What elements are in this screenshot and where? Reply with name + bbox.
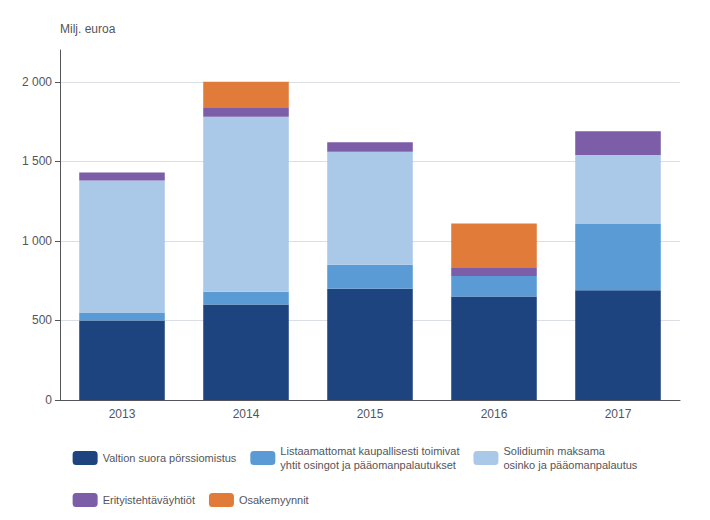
- svg-text:0: 0: [45, 393, 52, 407]
- svg-text:2 000: 2 000: [22, 75, 52, 89]
- svg-text:1 000: 1 000: [22, 234, 52, 248]
- svg-text:2013: 2013: [109, 407, 136, 421]
- svg-text:500: 500: [32, 313, 52, 327]
- svg-text:Erityistehtäväyhtiöt: Erityistehtäväyhtiöt: [103, 494, 195, 506]
- svg-text:Valtion suora pörssiomistus: Valtion suora pörssiomistus: [103, 452, 237, 464]
- svg-text:2014: 2014: [233, 407, 260, 421]
- svg-text:Milj. euroa: Milj. euroa: [60, 22, 116, 36]
- svg-text:yhtit osingot ja pääomanpalaut: yhtit osingot ja pääomanpalautukset: [280, 459, 456, 471]
- svg-text:Solidiumin maksama: Solidiumin maksama: [503, 445, 605, 457]
- svg-text:2017: 2017: [605, 407, 632, 421]
- svg-text:2015: 2015: [357, 407, 384, 421]
- svg-text:Listaamattomat kaupallisesti t: Listaamattomat kaupallisesti toimivat: [280, 445, 459, 457]
- svg-text:1 500: 1 500: [22, 154, 52, 168]
- svg-text:2016: 2016: [481, 407, 508, 421]
- svg-text:Osakemyynnit: Osakemyynnit: [239, 494, 309, 506]
- svg-text:osinko ja pääomanpalautus: osinko ja pääomanpalautus: [503, 459, 637, 471]
